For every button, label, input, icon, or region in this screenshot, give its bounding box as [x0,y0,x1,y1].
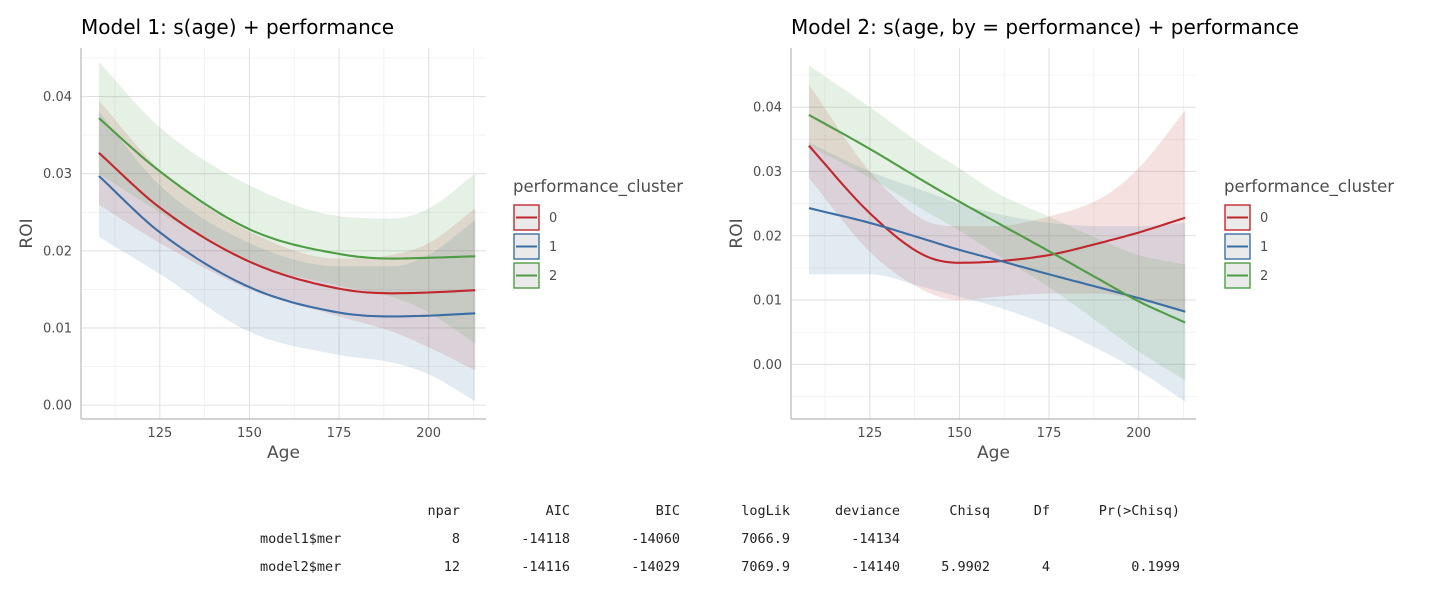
y-tick-label: 0.02 [43,244,72,259]
table-header-cell: deviance [835,503,900,519]
table-cell: 7066.9 [741,531,790,547]
table-cell: -14118 [521,531,570,547]
table-header-cell: Df [1034,503,1050,519]
x-tick-label: 175 [327,426,352,441]
chart-title: Model 1: s(age) + performance [81,15,394,39]
anova-table: npar AIC BIC logLik deviance Chisq Df Pr(>Chisq… [260,503,1180,575]
table-cell: 0.1999 [1131,559,1180,575]
legend-label-1: 1 [1260,240,1268,255]
table-cell: 8 [452,531,460,547]
y-axis-title: ROI [727,218,747,248]
legend-label-0: 0 [549,211,557,226]
y-tick-label: 0.00 [753,358,782,373]
series-line-0 [808,145,1186,264]
table-row-label: model1$mer [260,531,341,547]
table-header-cell: logLik [741,503,790,519]
legend-label-1: 1 [549,240,557,255]
confidence-band-series-2 [98,61,476,344]
table-cell: -14029 [631,559,680,575]
table-header-cell: Pr(>Chisq) [1099,503,1180,519]
series-line-1 [98,175,476,318]
table-header-cell: BIC [656,503,680,519]
confidence-band-series-1 [98,112,476,402]
x-tick-label: 150 [947,426,972,441]
y-tick-label: 0.01 [43,321,72,336]
x-tick-label: 125 [147,426,172,441]
y-tick-label: 0.03 [753,165,782,180]
y-tick-label: 0.02 [753,229,782,244]
y-axis-title: ROI [17,218,37,248]
chart-title: Model 2: s(age, by = performance) + perf… [791,15,1299,39]
table-cell: 4 [1042,559,1050,575]
confidence-band-series-1 [808,142,1186,402]
table-cell: -14140 [851,559,900,575]
table-header-cell: npar [427,503,460,519]
table-cell: 7069.9 [741,559,790,575]
table-cell: -14134 [851,531,900,547]
x-tick-label: 175 [1037,426,1062,441]
x-tick-label: 125 [857,426,882,441]
table-cell: 12 [444,559,460,575]
series-line-0 [98,152,476,295]
legend-title: performance_cluster [1224,177,1394,197]
table-row-label: model2$mer [260,559,341,575]
x-tick-label: 150 [237,426,262,441]
confidence-band-series-0 [98,100,476,371]
x-axis-title: Age [977,443,1010,463]
table-cell: 5.9902 [941,559,990,575]
x-tick-label: 200 [416,426,441,441]
y-tick-label: 0.03 [43,167,72,182]
legend-label-2: 2 [549,269,557,284]
series-line-2 [808,113,1186,324]
confidence-band-series-0 [808,84,1186,313]
x-tick-label: 200 [1126,426,1151,441]
legend-title: performance_cluster [513,177,683,197]
table-header-cell: AIC [546,503,570,519]
series-line-2 [98,117,476,260]
table-cell: -14060 [631,531,680,547]
legend-label-0: 0 [1260,211,1268,226]
model2-panel: 125 150 175 200 0.00 0.01 0.02 0.03 0.04 Model 2:… [727,15,1394,463]
y-tick-label: 0.04 [753,101,782,116]
y-tick-label: 0.00 [43,399,72,414]
y-tick-label: 0.04 [43,90,72,105]
y-tick-label: 0.01 [753,294,782,309]
legend-label-2: 2 [1260,269,1268,284]
table-header-cell: Chisq [949,503,990,519]
x-axis-title: Age [267,443,300,463]
table-cell: -14116 [521,559,570,575]
model1-panel: 125 150 175 200 0.00 0.01 0.02 0.03 0.04 Model 1:… [17,15,683,463]
